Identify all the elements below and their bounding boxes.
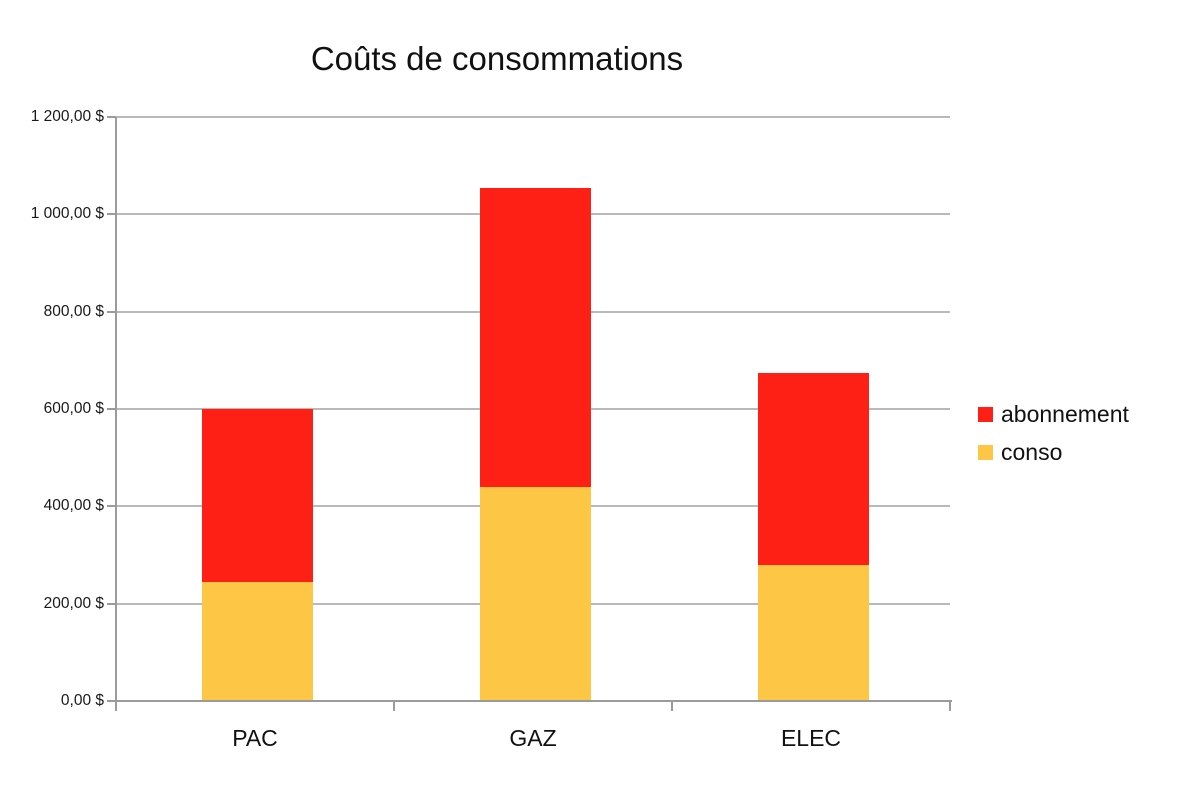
y-axis-tick [107, 116, 116, 118]
x-axis-label-gaz: GAZ [509, 725, 557, 751]
y-axis-tick [107, 602, 116, 605]
y-axis-tick-label: 400,00 $ [43, 497, 104, 515]
y-axis-tick-label: 1 200,00 $ [30, 108, 104, 125]
y-axis-tick-label: 600,00 $ [43, 400, 104, 417]
y-axis-tick [107, 505, 116, 508]
y-axis-tick [107, 408, 116, 410]
y-gridline [116, 116, 950, 118]
bar-segment-abonnement-elec [758, 372, 869, 565]
x-axis-tick [671, 701, 673, 711]
x-axis-tick [115, 701, 117, 711]
legend-label-conso: conso [1001, 439, 1063, 465]
y-axis-tick [107, 310, 116, 313]
legend-swatch-conso [978, 445, 993, 460]
y-axis-tick-label: 1 000,00 $ [30, 205, 104, 223]
y-axis-tick-label: 800,00 $ [43, 302, 104, 320]
y-axis-tick [107, 700, 116, 702]
y-axis-line [115, 117, 117, 703]
bar-segment-conso-pac [202, 581, 313, 701]
legend-label-abonnement: abonnement [1001, 401, 1129, 427]
plot-area [116, 116, 950, 701]
bar-segment-conso-elec [758, 564, 869, 701]
legend-item-abonnement: abonnement [978, 401, 1129, 428]
x-axis-tick [949, 701, 951, 711]
chart-title: Coûts de consommations [310, 40, 684, 77]
x-axis-label-elec: ELEC [780, 725, 842, 751]
x-axis-label-pac: PAC [232, 725, 278, 751]
legend-item-conso: conso [978, 439, 1129, 466]
y-axis-tick-label: 0,00 $ [60, 692, 104, 709]
bar-segment-abonnement-pac [202, 409, 313, 582]
y-axis-tick [107, 213, 116, 216]
x-axis-tick [393, 701, 395, 711]
bar-segment-conso-gaz [480, 486, 591, 701]
bar-segment-abonnement-gaz [480, 187, 591, 487]
y-axis-tick-label: 200,00 $ [43, 594, 104, 612]
x-axis-line [108, 700, 952, 702]
legend-swatch-abonnement [978, 407, 993, 422]
legend: abonnement conso [978, 401, 1129, 477]
